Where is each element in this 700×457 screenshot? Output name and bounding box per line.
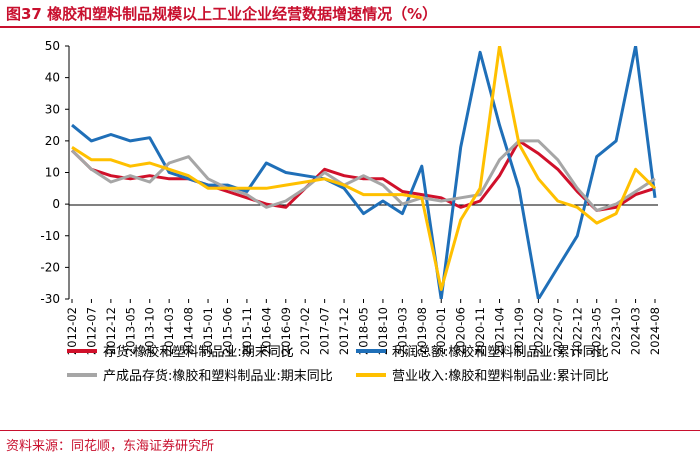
x-tick-label: 2014-08 (182, 307, 196, 355)
x-tick-label: 2022-02 (531, 307, 545, 355)
x-tick-label: 2012-12 (104, 307, 118, 355)
y-tick-label: 30 (45, 102, 60, 116)
legend: 存货:橡胶和塑料制品业:期末同比 利润总额:橡胶和塑料制品业:累计同比产成品存货:… (67, 344, 609, 384)
y-tick-labels: -30 -20 -10 0 10 20 30 40 50 (40, 39, 69, 306)
series-line-inventory (70, 139, 656, 212)
legend-label-finished_goods: 产成品存货:橡胶和塑料制品业:期末同比 (103, 368, 333, 384)
x-tick-label: 2014-03 (162, 307, 176, 355)
x-tick-label: 2019-03 (395, 307, 409, 355)
y-tick-label: -10 (40, 229, 60, 243)
x-tick-label: 2024-08 (648, 307, 662, 355)
y-tick-label: -20 (40, 260, 60, 274)
x-tick-label: 2013-05 (123, 307, 137, 355)
source-divider (0, 430, 700, 431)
x-tick-label: 2016-09 (279, 307, 293, 355)
y-tick-label: 10 (45, 166, 60, 180)
x-tick-label: 2018-10 (376, 307, 390, 355)
y-tick-label: -30 (40, 292, 60, 306)
series-lines (70, 46, 657, 299)
series-line-profit (71, 46, 657, 299)
x-tick-label: 2015-11 (240, 307, 254, 355)
legend-label-inventory: 存货:橡胶和塑料制品业:期末同比 (103, 344, 294, 360)
x-tick-label: 2017-02 (298, 307, 312, 355)
series-line-finished_goods (70, 139, 656, 212)
x-tick-label: 2021-09 (512, 307, 526, 355)
chart-title: 图37 橡胶和塑料制品规模以上工业企业经营数据增速情况（%） (6, 5, 438, 23)
y-tick-label: 40 (45, 71, 60, 85)
x-tick-label: 2018-05 (357, 307, 371, 355)
x-tick-label: 2015-06 (220, 307, 234, 355)
x-tick-label: 2024-03 (629, 307, 643, 355)
x-tick-label: 2016-04 (259, 307, 273, 355)
legend-label-revenue: 营业收入:橡胶和塑料制品业:累计同比 (392, 368, 609, 384)
x-tick-label: 2022-07 (551, 307, 565, 355)
x-tick-label: 2012-02 (65, 307, 79, 355)
chart-title-bar: 图37 橡胶和塑料制品规模以上工业企业经营数据增速情况（%） (0, 0, 700, 26)
x-tick-label: 2023-10 (609, 307, 623, 355)
x-tick-label: 2013-10 (143, 307, 157, 355)
x-tick-label: 2017-12 (337, 307, 351, 355)
x-tick-label: 2020-01 (434, 307, 448, 355)
x-tick-label: 2012-07 (84, 307, 98, 355)
legend-label-profit: 利润总额:橡胶和塑料制品业:累计同比 (392, 344, 609, 360)
x-tick-label: 2015-01 (201, 307, 215, 355)
y-tick-label: 0 (52, 197, 60, 211)
source-note: 资料来源：同花顺，东海证券研究所 (6, 439, 215, 454)
y-tick-label: 20 (45, 134, 60, 148)
x-tick-label: 2017-07 (318, 307, 332, 355)
x-tick-label: 2022-12 (570, 307, 584, 355)
x-tick-label: 2020-06 (454, 307, 468, 355)
series-line-revenue (71, 46, 657, 291)
title-divider (0, 26, 700, 28)
x-tick-label: 2021-04 (493, 307, 507, 355)
y-tick-label: 50 (45, 39, 60, 53)
x-tick-label: 2020-11 (473, 307, 487, 355)
x-tick-label: 2019-08 (415, 307, 429, 355)
x-tick-label: 2023-05 (590, 307, 604, 355)
x-tick-labels: 2012-02 2012-07 2012-12 2013-05 2013-10 2014-… (65, 299, 662, 355)
